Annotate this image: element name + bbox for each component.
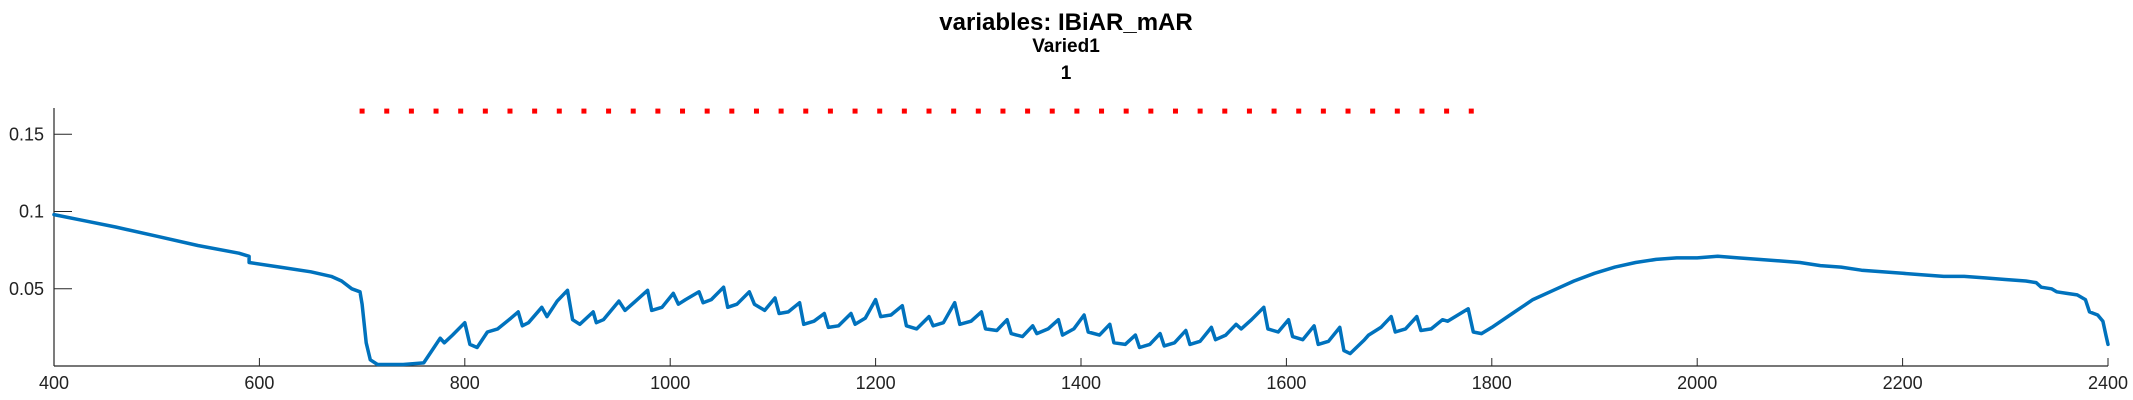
red-marker-dot: [1222, 108, 1228, 114]
red-marker-dot: [877, 108, 883, 114]
red-marker-dot: [1197, 108, 1203, 114]
red-dot-series: [359, 108, 1474, 114]
red-marker-dot: [630, 108, 636, 114]
red-marker-dot: [1271, 108, 1277, 114]
red-marker-dot: [1246, 108, 1252, 114]
red-marker-dot: [1345, 108, 1351, 114]
chart-subtitle-2: 1: [1061, 63, 1072, 84]
red-marker-dot: [1025, 108, 1031, 114]
y-tick-label: 0.1: [19, 202, 44, 222]
red-marker-dot: [507, 108, 513, 114]
red-marker-dot: [753, 108, 759, 114]
red-marker-dot: [778, 108, 784, 114]
red-marker-dot: [556, 108, 562, 114]
red-marker-dot: [852, 108, 858, 114]
red-marker-dot: [1370, 108, 1376, 114]
chart-title: variables: IBiAR_mAR: [939, 9, 1192, 36]
x-tick-label: 2400: [2088, 373, 2128, 393]
red-marker-dot: [951, 108, 957, 114]
red-marker-dot: [729, 108, 735, 114]
red-marker-dot: [926, 108, 932, 114]
red-marker-dot: [1296, 108, 1302, 114]
red-marker-dot: [1148, 108, 1154, 114]
x-tick-label: 600: [244, 373, 274, 393]
x-tick-label: 1000: [650, 373, 690, 393]
y-tick-label: 0.15: [9, 124, 44, 144]
red-marker-dot: [975, 108, 981, 114]
red-marker-dot: [532, 108, 538, 114]
x-tick-label: 2000: [1677, 373, 1717, 393]
red-marker-dot: [803, 108, 809, 114]
chart-subtitle-1: Varied1: [1032, 36, 1100, 57]
x-tick-label: 1600: [1266, 373, 1306, 393]
x-tick-label: 400: [39, 373, 69, 393]
red-marker-dot: [1320, 108, 1326, 114]
axes: [53, 108, 2108, 367]
x-tick-label: 1400: [1061, 373, 1101, 393]
y-tick-label: 0.05: [9, 279, 44, 299]
red-marker-dot: [581, 108, 587, 114]
red-marker-dot: [704, 108, 710, 114]
red-marker-dot: [482, 108, 488, 114]
series-group: [52, 212, 2110, 367]
red-marker-dot: [408, 108, 414, 114]
red-marker-dot: [901, 108, 907, 114]
red-marker-dot: [655, 108, 661, 114]
x-tick-label: 1200: [856, 373, 896, 393]
red-marker-dot: [1468, 108, 1474, 114]
red-marker-dot: [1000, 108, 1006, 114]
red-marker-dot: [1394, 108, 1400, 114]
red-marker-dot: [1419, 108, 1425, 114]
red-marker-dot: [1444, 108, 1450, 114]
red-marker-dot: [1099, 108, 1105, 114]
x-tick-label: 1800: [1472, 373, 1512, 393]
red-marker-dot: [433, 108, 439, 114]
red-marker-dot: [384, 108, 390, 114]
red-marker-dot: [1049, 108, 1055, 114]
x-tick-label: 800: [450, 373, 480, 393]
red-marker-dot: [359, 108, 365, 114]
x-tick-label: 2200: [1883, 373, 1923, 393]
red-marker-dot: [680, 108, 686, 114]
series-line: [52, 212, 2110, 367]
red-marker-dot: [827, 108, 833, 114]
red-marker-dot: [1172, 108, 1178, 114]
red-marker-dot: [1123, 108, 1129, 114]
red-marker-dot: [606, 108, 612, 114]
red-marker-dot: [458, 108, 464, 114]
red-marker-dot: [1074, 108, 1080, 114]
ticks: 400 600 800 1000 1200 1400 1600 1800 2000 2200 240…: [9, 124, 2128, 393]
chart-title-group: variables: IBiAR_mAR Varied1 1: [939, 9, 1192, 84]
